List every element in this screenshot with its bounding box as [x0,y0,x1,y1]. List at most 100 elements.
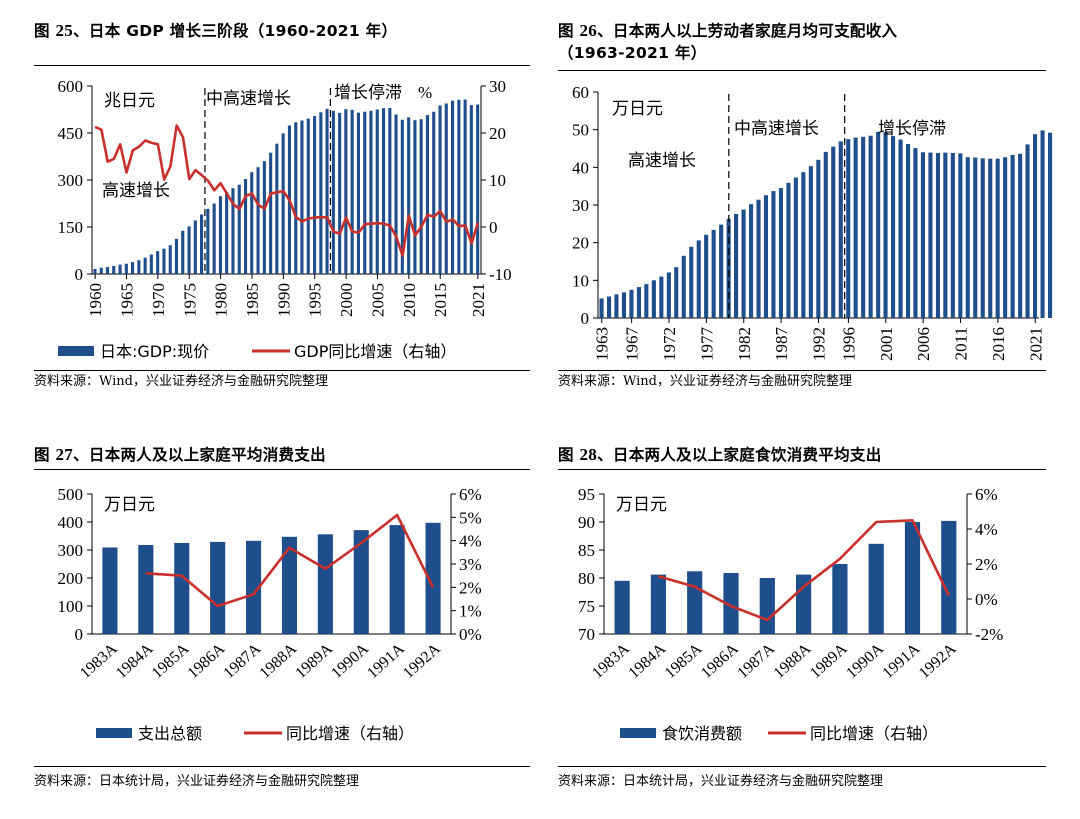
left-tick-label: 450 [58,124,84,143]
x-tick-label: 2010 [400,283,419,317]
income-bar [704,234,709,318]
income-bar [846,139,851,318]
income-bar [621,292,626,318]
phase-label-mid: 中高速增长 [206,89,291,109]
title-rule [558,469,1046,470]
gdp-bar [168,245,172,274]
left-tick-label: 10 [572,271,589,290]
x-tick-label: 1987A [734,640,778,682]
x-tick-label: 1984A [113,640,157,682]
gdp-bar [325,108,329,275]
left-tick-label: 60 [572,83,589,102]
spending-growth-line [145,513,435,608]
left-tick-label: 0 [75,265,84,284]
gdp-bar [375,109,379,274]
gdp-bar [231,188,235,274]
x-tick-label: 1980 [212,283,231,317]
income-bar [816,159,821,318]
left-tick-label: 400 [58,513,84,532]
gdp-bar [162,248,166,274]
income-bar [876,131,881,318]
income-bar [1003,157,1008,318]
right-tick-label: 0% [459,625,482,644]
right-tick-label: -10 [489,265,512,284]
gdp-bar [212,203,216,274]
right-tick-label: 30 [489,77,506,96]
income-bar [920,152,925,318]
income-bar [726,218,731,318]
right-tick-label: 6% [459,485,482,504]
gdp-bar [338,112,342,275]
gdp-bar [413,120,417,274]
x-tick-label: 2005 [368,283,387,317]
source-note: 资料来源：Wind，兴业证券经济与金融研究院整理 [558,374,852,389]
gdp-bar [156,251,160,274]
income-bar [1048,132,1053,318]
gdp-bar [181,230,185,274]
consumption-chart: 0 100 200 300 400 500 0% 1% 2% 3% 4% 5% 6% 1983A1984A… [58,485,482,743]
spending-bar [317,534,333,634]
income-bar [614,294,619,318]
gdp-bar [200,214,204,274]
unit-label: 万日元 [104,495,155,515]
left-tick-label: 200 [58,569,84,588]
income-bar [935,153,940,318]
x-tick-label: 1970 [149,283,168,317]
left-tick-label: 20 [572,234,589,253]
spending-bar [210,541,226,634]
food-consumption-chart: 707580859095-2%0%2%4%6%1983A1984A1985A19… [578,485,1003,743]
gdp-bar [250,172,254,274]
x-tick-label: 1975 [180,283,199,317]
x-tick-label: 1985 [243,283,262,317]
left-tick-label: 75 [578,597,595,616]
left-tick-label: 0 [75,625,84,644]
left-tick-label: 40 [572,158,589,177]
gdp-bar [463,99,467,274]
x-tick-label: 1965 [118,283,137,317]
x-tick-label: 2001 [877,327,896,361]
x-tick-label: 2021 [469,283,488,317]
gdp-bar [281,133,285,274]
right-tick-label: 5% [459,508,482,527]
income-bar [883,131,888,318]
legend-bar-swatch [58,346,94,356]
phase-label-stagnant: 增长停滞 [878,119,946,139]
gdp-bar [118,264,122,274]
income-bar [681,255,686,318]
gdp-bar [262,161,266,274]
x-tick-label: 1996 [839,327,858,361]
income-bar [823,151,828,318]
income-bar [1025,144,1030,318]
income-chart: 0 10 20 30 40 50 60 1963 1967 1972 1977 1982 1987 199… [572,83,1053,362]
x-tick-label: 1995 [306,283,325,317]
gdp-bar [388,107,392,275]
x-tick-label: 1992A [916,640,960,682]
x-tick-label: 1989A [807,640,851,682]
x-tick-label: 1977 [697,327,716,362]
income-bar [696,240,701,318]
x-tick-label: 1988A [256,640,300,682]
right-tick-label: 6% [975,485,998,504]
x-tick-label: 1991A [364,640,408,682]
income-bar [838,141,843,318]
spending-bar [174,543,190,634]
gdp-bar [174,238,178,274]
income-bar [741,209,746,318]
x-tick-label: 1984A [625,640,669,682]
right-tick-label: 0% [975,590,998,609]
income-bar [1033,134,1038,318]
income-bar [599,298,604,318]
x-tick-label: 1992 [810,327,829,361]
right-tick-label: 20 [489,124,506,143]
gdp-bar [112,265,116,274]
income-bar [644,284,649,318]
gdp-bar [193,220,197,274]
income-bar [973,157,978,318]
legend-bar-label: 食饮消费额 [662,724,742,743]
right-tick-label: 2% [459,578,482,597]
left-tick-label: 30 [572,196,589,215]
income-bar [928,152,933,318]
gdp-bar [206,208,210,274]
gdp-bar [319,112,323,274]
right-tick-label: 4% [459,532,482,551]
